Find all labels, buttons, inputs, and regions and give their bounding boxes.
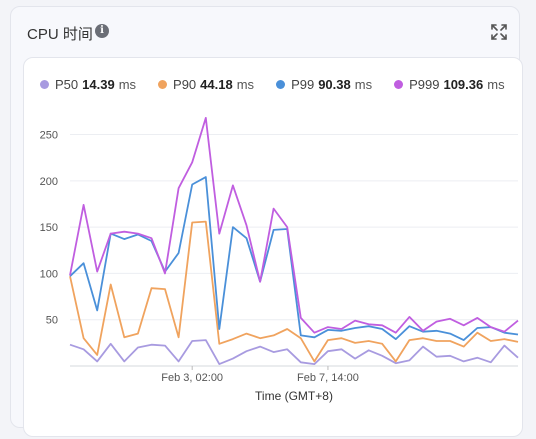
legend-series-value: 44.18 [200, 76, 233, 92]
x-tick-label: Feb 3, 02:00 [161, 372, 223, 384]
legend-dot [394, 79, 404, 89]
legend-item-p99[interactable]: P99 90.38 ms [276, 76, 372, 92]
legend-series-name: P50 [55, 76, 79, 92]
legend-item-p50[interactable]: P50 14.39 ms [40, 76, 136, 92]
legend-series-value: 109.36 [443, 76, 484, 92]
panel-header: CPU 时间 i [11, 7, 519, 53]
legend-series-name: P99 [291, 76, 315, 92]
legend-dot [158, 79, 168, 89]
legend-dot [40, 79, 49, 89]
legend-item-p90[interactable]: P90 44.18 ms [158, 76, 254, 92]
x-axis-label: Time (GMT+8) [255, 389, 333, 403]
y-tick-label: 100 [40, 268, 58, 280]
series-line-p90 [69, 220, 519, 363]
legend-series-name: P999 [409, 76, 440, 92]
chart-area: P50 14.39 ms P90 44.18 ms P99 90.38 ms P… [23, 57, 523, 437]
series-line-p999 [69, 117, 519, 334]
legend-dot [276, 79, 286, 89]
legend-series-name: P90 [173, 76, 197, 92]
info-icon[interactable]: i [95, 24, 109, 38]
y-tick-label: 200 [40, 176, 58, 188]
legend-series-unit: ms [118, 76, 137, 92]
legend-series-value: 90.38 [318, 76, 351, 92]
series-line-p99 [69, 176, 519, 341]
y-tick-label: 50 [46, 315, 58, 327]
legend-series-unit: ms [354, 76, 373, 92]
legend-series-unit: ms [487, 76, 505, 92]
cpu-time-panel: CPU 时间 i P50 14.39 ms P90 44.18 ms [10, 6, 523, 437]
legend-series-unit: ms [236, 76, 255, 92]
y-tick-label: 250 [40, 130, 58, 142]
panel-title: CPU 时间 [27, 26, 93, 43]
series-line-p50 [69, 339, 519, 365]
x-tick-label: Feb 7, 14:00 [297, 372, 359, 384]
legend-series-value: 14.39 [82, 76, 115, 92]
line-chart: 50 100 150 200 250 Feb 3, 02:00 Feb 7, 14:00 Ti… [40, 117, 519, 403]
y-tick-label: 150 [40, 222, 58, 234]
expand-icon[interactable] [491, 24, 507, 40]
legend-item-p999[interactable]: P999 109.36 ms [394, 76, 505, 92]
chart-legend: P50 14.39 ms P90 44.18 ms P99 90.38 ms P… [40, 76, 505, 92]
